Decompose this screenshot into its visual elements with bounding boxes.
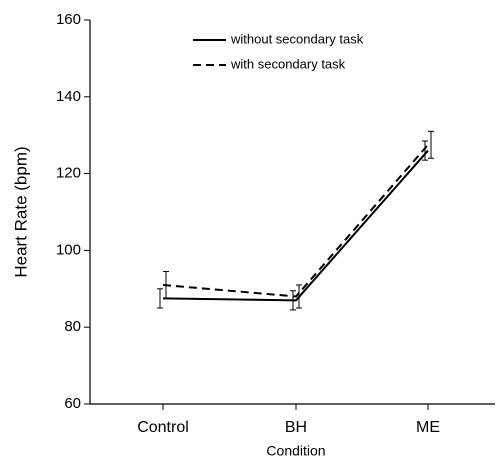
y-tick-label: 60 <box>64 395 81 412</box>
legend-label: with secondary task <box>230 56 346 71</box>
series-line <box>162 144 429 298</box>
legend-label: without secondary task <box>230 31 364 46</box>
y-tick-label: 80 <box>64 318 81 335</box>
y-tick-label: 100 <box>56 241 81 258</box>
y-tick-label: 120 <box>56 165 81 182</box>
x-tick-label: ME <box>416 419 440 436</box>
x-axis-title: Condition <box>266 443 325 459</box>
y-tick-label: 140 <box>56 88 81 105</box>
series-line <box>162 149 429 302</box>
y-axis-title: Heart Rate (bpm) <box>11 146 30 277</box>
x-tick-label: Control <box>137 419 189 436</box>
x-tick-label: BH <box>285 419 307 436</box>
y-tick-label: 160 <box>56 11 81 28</box>
